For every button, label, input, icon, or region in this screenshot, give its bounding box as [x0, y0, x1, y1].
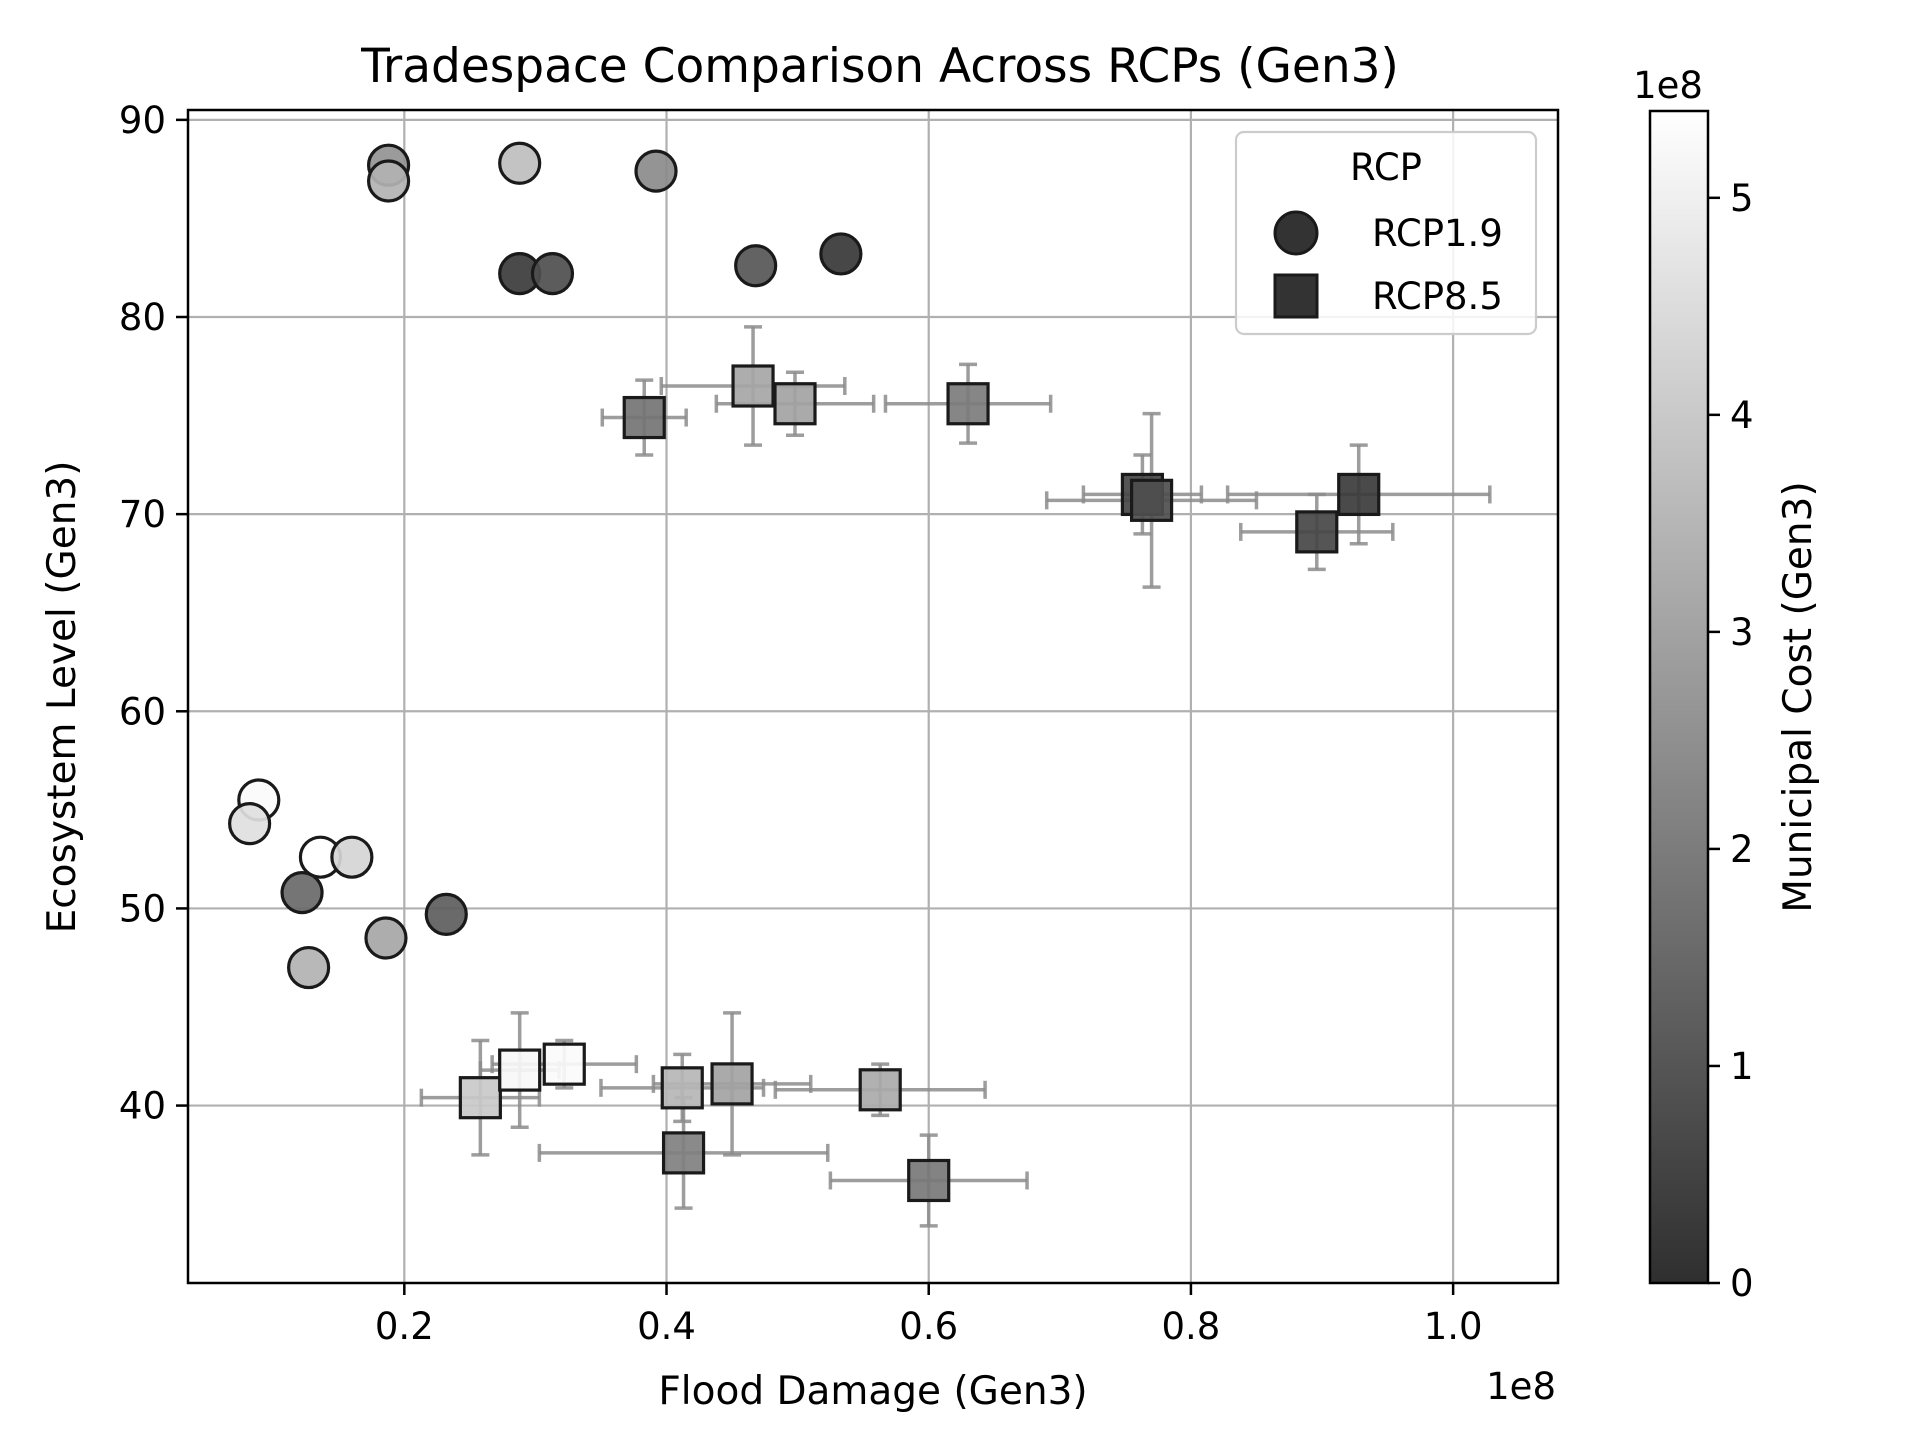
rcp85-point — [660, 1066, 704, 1110]
x-tick-label: 0.6 — [899, 1305, 958, 1348]
error-bars — [419, 325, 1492, 1228]
rcp85-point — [542, 1042, 586, 1086]
data-marks — [228, 141, 1381, 1203]
rcp19-point — [287, 945, 331, 990]
colorbar-multiplier: 1e8 — [1633, 64, 1703, 107]
legend-label-rcp85: RCP8.5 — [1372, 275, 1503, 318]
x-tick-label: 0.8 — [1161, 1305, 1220, 1348]
y-tick-label: 60 — [119, 690, 166, 733]
colorbar-tick-label: 4 — [1730, 394, 1754, 437]
rcp19-point — [366, 159, 411, 203]
rcp85-point — [498, 1048, 542, 1092]
legend: RCP RCP1.9 RCP8.5 — [1234, 130, 1538, 336]
rcp85-point — [458, 1076, 502, 1120]
rcp19-point — [424, 892, 468, 936]
rcp85-point — [731, 364, 775, 408]
colorbar-ticks: 0 1 2 3 4 5 — [1708, 177, 1754, 1305]
colorbar-tick-label: 1 — [1730, 1045, 1754, 1088]
rcp19-point — [330, 835, 374, 879]
x-axis-label: Flood Damage (Gen3) — [658, 1369, 1087, 1414]
x-tick-label: 0.4 — [637, 1305, 696, 1348]
colorbar-tick-label: 5 — [1730, 177, 1754, 220]
y-tick-label: 40 — [119, 1085, 166, 1128]
rcp19-point — [498, 141, 542, 185]
rcp85-point — [661, 1131, 706, 1175]
y-axis-label: Ecosystem Level (Gen3) — [40, 461, 85, 934]
rcp19-point — [228, 802, 272, 846]
chart-title: Tradespace Comparison Across RCPs (Gen3) — [360, 39, 1399, 94]
colorbar-tick-label: 3 — [1730, 611, 1754, 654]
rcp19-point — [819, 232, 863, 276]
rcp19-point — [734, 244, 778, 288]
colorbar: 0 1 2 3 4 5 1e8 Municipal Cost (Gen3) — [1633, 64, 1821, 1305]
colorbar-gradient — [1648, 109, 1710, 1285]
rcp85-point — [858, 1068, 902, 1112]
legend-circle-marker — [1273, 210, 1319, 256]
x-axis-ticks: 0.2 0.4 0.6 0.8 1.0 — [375, 1283, 1483, 1348]
rcp85-point — [773, 382, 817, 426]
rcp85-point — [946, 382, 990, 426]
y-tick-label: 80 — [119, 296, 166, 339]
x-tick-label: 0.2 — [375, 1305, 434, 1348]
rcp85-point — [710, 1062, 754, 1106]
y-tick-label: 50 — [119, 887, 166, 930]
y-tick-label: 90 — [119, 99, 166, 142]
colorbar-tick-label: 2 — [1730, 828, 1754, 871]
legend-square-marker — [1273, 273, 1319, 319]
rcp19-point — [280, 871, 324, 915]
x-tick-label: 1.0 — [1424, 1305, 1483, 1348]
plot-area-frame — [186, 108, 1560, 1285]
rcp85-point — [1129, 478, 1174, 522]
legend-label-rcp19: RCP1.9 — [1372, 212, 1503, 255]
rcp85-point — [622, 395, 666, 440]
legend-title: RCP — [1350, 146, 1422, 189]
rcp85-point — [1337, 472, 1381, 517]
y-axis-ticks: 40 50 60 70 80 90 — [119, 99, 188, 1128]
x-axis-multiplier: 1e8 — [1486, 1365, 1556, 1408]
y-tick-label: 70 — [119, 493, 166, 536]
rcp85-point — [1295, 510, 1339, 554]
colorbar-tick-label: 0 — [1730, 1262, 1754, 1305]
rcp85-point — [907, 1158, 951, 1203]
rcp19-point — [364, 916, 408, 960]
rcp19-point — [634, 149, 678, 193]
rcp19-point — [530, 252, 575, 296]
colorbar-label: Municipal Cost (Gen3) — [1776, 481, 1821, 912]
